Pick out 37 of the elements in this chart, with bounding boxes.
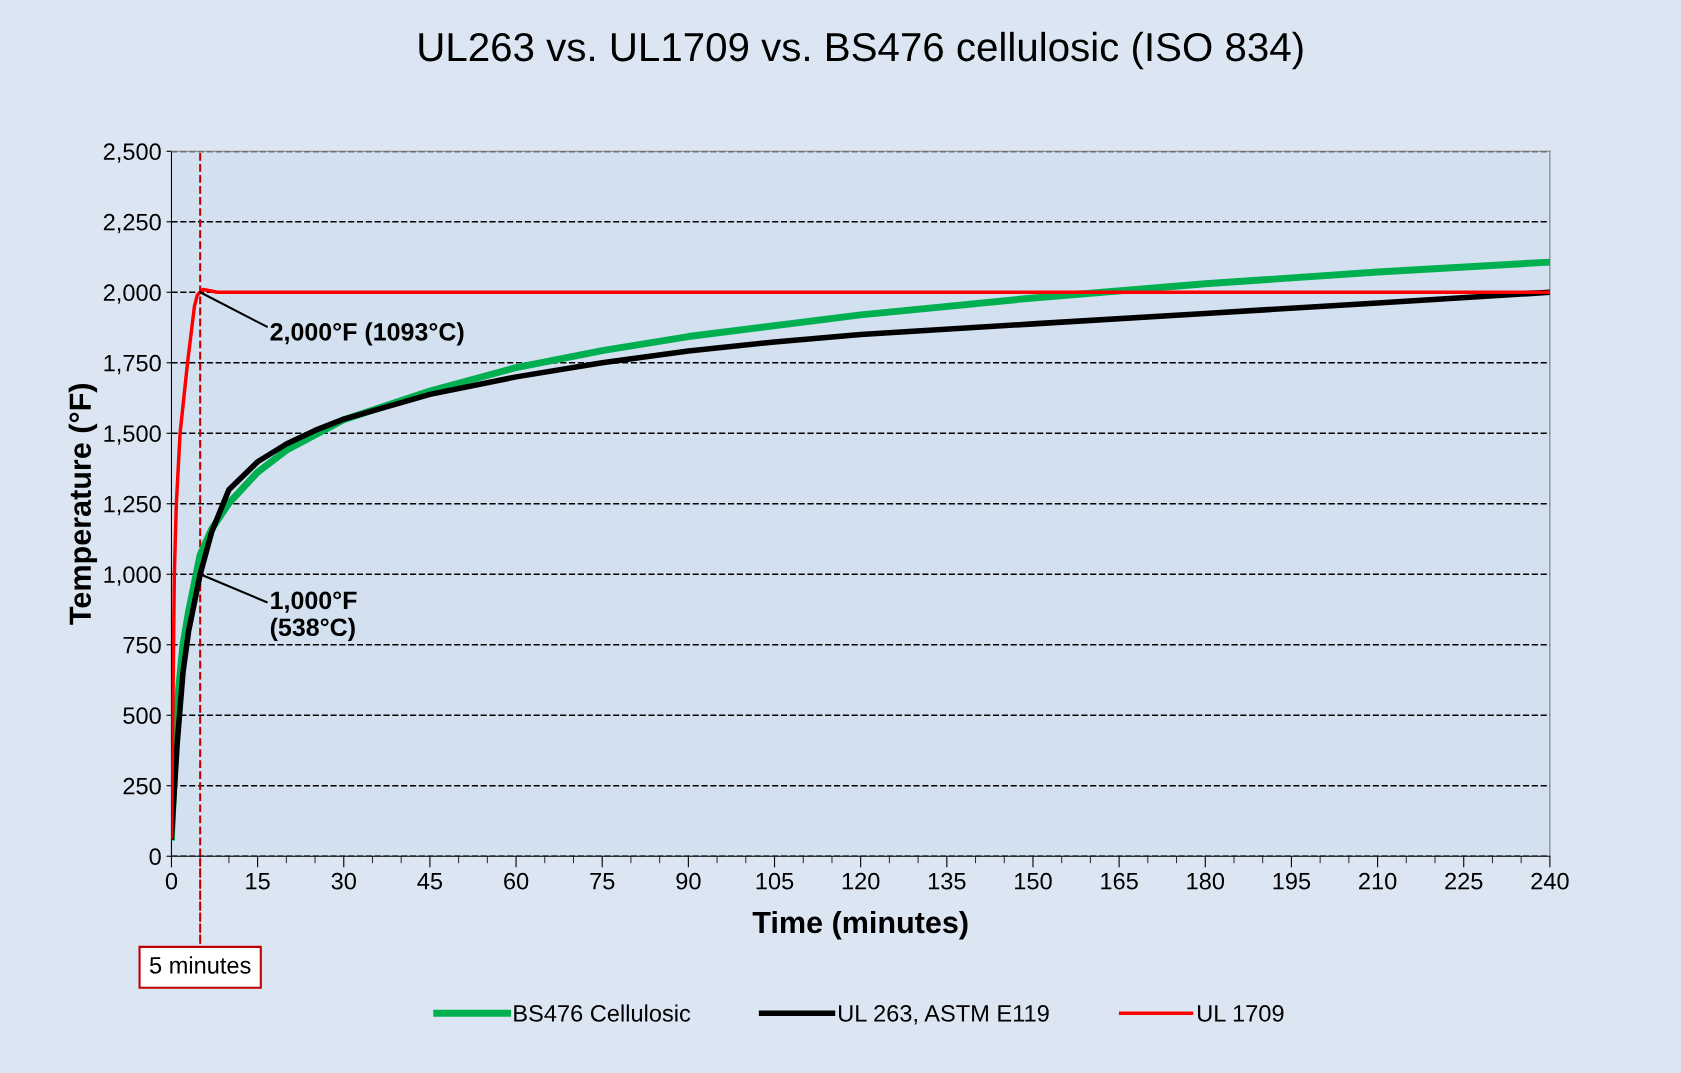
ref-line-label: 5 minutes [149,956,251,974]
y-tick-label: 0 [149,848,161,866]
x-tick-label: 60 [504,872,529,890]
x-tick-label: 150 [1015,872,1052,890]
y-tick-label: 1,250 [104,495,161,516]
y-tick-label: 750 [123,636,161,654]
x-tick-label: 135 [928,872,966,890]
x-tick-label: 15 [246,873,270,890]
x-tick-label: 45 [417,873,443,890]
x-tick-label: 75 [590,873,615,890]
x-tick-label: 0 [165,872,178,890]
x-axis-title: Time (minutes) [752,910,968,940]
legend-label: UL 1709 [1198,1005,1284,1022]
y-tick-label: 2,000 [103,284,161,304]
chart-title: UL263 vs. UL1709 vs. BS476 cellulosic (ISO 834) [419,31,1303,70]
y-tick-label: 2,250 [103,213,161,234]
legend-label: UL 263, ASTM E119 [839,1005,1049,1025]
x-tick-label: 225 [1445,872,1483,890]
x-tick-label: 195 [1273,872,1311,890]
x-tick-label: 105 [756,872,794,890]
annotation: 1,000°F (538°C) [270,591,357,642]
x-tick-label: 180 [1187,872,1225,890]
annotation: 2,000°F (1093°C) [270,322,464,346]
x-tick-label: 165 [1101,872,1138,890]
y-tick-label: 500 [123,707,161,725]
y-tick-label: 250 [123,777,161,795]
x-tick-label: 240 [1531,872,1569,890]
y-tick-label: 1,750 [104,354,161,375]
y-tick-label: 1,000 [104,566,161,586]
y-axis-title: Temperature (°F) [68,384,98,625]
y-tick-label: 1,500 [104,425,161,445]
x-tick-label: 120 [842,872,880,890]
x-tick-label: 90 [676,872,701,890]
x-tick-label: 210 [1359,872,1397,890]
y-tick-label: 2,500 [103,143,161,163]
x-tick-label: 30 [331,872,356,890]
legend-label: BS476 Cellulosic [514,1004,691,1022]
